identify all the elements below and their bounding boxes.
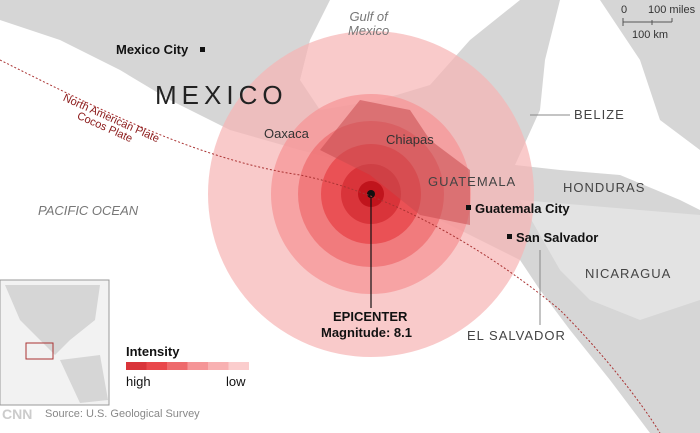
label-belize: BELIZE [574,107,625,122]
scale-km: 100 km [632,29,669,41]
label-honduras: HONDURAS [563,180,646,195]
label-san-salvador: San Salvador [516,230,599,245]
scale-bar [622,18,673,26]
legend-swatch [126,362,147,370]
label-oaxaca: Oaxaca [264,126,309,141]
label-guatemala-city: Guatemala City [475,201,570,216]
city-marker-mexico-city [200,47,205,52]
legend-swatch [167,362,188,370]
land-florida [600,0,700,150]
epicenter-magnitude: Magnitude: 8.1 [321,325,413,340]
label-guatemala: GUATEMALA [428,174,517,189]
land-south [520,200,700,320]
label-pacific: PACIFIC OCEAN [38,203,139,218]
legend-swatch [187,362,208,370]
city-marker-guatemala-city [466,205,471,210]
city-marker-san-salvador [507,234,512,239]
label-mexico: MEXICO [155,80,288,110]
scale-zero: 0 [621,4,628,16]
plate-boundary [0,59,661,433]
label-el-salvador: EL SALVADOR [467,328,566,343]
label-mexico-city: Mexico City [116,42,189,57]
legend-swatch [228,362,249,370]
legend-high: high [126,374,151,389]
chiapas-region [320,100,470,225]
label-nicaragua: NICARAGUA [585,266,672,281]
epicenter-title: EPICENTER [333,309,408,324]
legend-title: Intensity [126,344,180,359]
inset-region-box [25,342,54,360]
source-text: Source: U.S. Geological Survey [45,408,200,420]
cnn-logo: CNN [2,406,33,422]
legend-low: low [226,374,246,389]
legend-swatch [146,362,167,370]
legend-scale [126,362,249,370]
inset-land [5,285,108,403]
legend-swatch [208,362,229,370]
scale-miles: 100 miles [648,4,696,16]
label-chiapas: Chiapas [386,132,434,147]
label-gulf: Gulf of Mexico [348,9,390,38]
